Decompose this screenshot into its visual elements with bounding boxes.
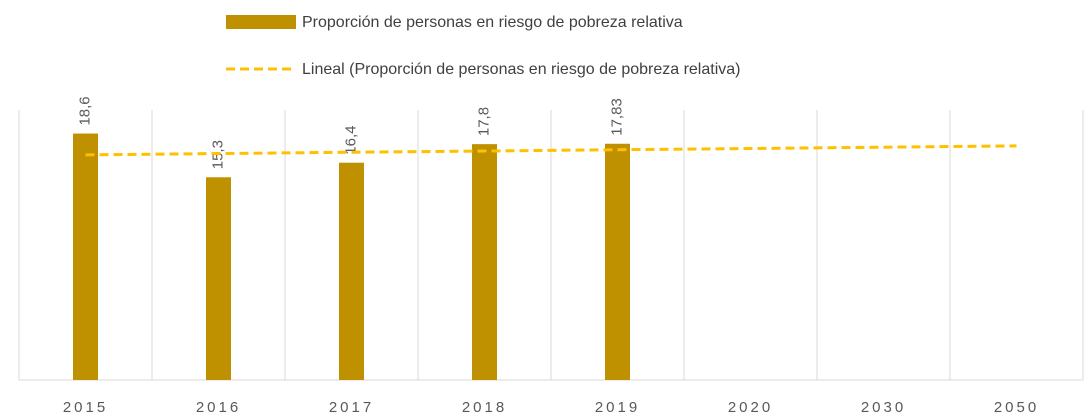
x-tick-label: 2020 xyxy=(728,399,773,416)
data-label: 16,4 xyxy=(342,125,359,154)
legend-label: Proporción de personas en riesgo de pobr… xyxy=(302,14,683,31)
x-tick-label: 2030 xyxy=(861,399,906,416)
data-label: 18,6 xyxy=(76,96,93,125)
x-tick-label: 2050 xyxy=(994,399,1039,416)
x-tick-label: 2018 xyxy=(462,399,507,416)
trend-line xyxy=(85,144,1017,157)
legend-swatch xyxy=(226,15,296,29)
x-tick-label: 2017 xyxy=(329,399,374,416)
bar xyxy=(206,177,231,380)
bar xyxy=(605,143,630,380)
x-tick-label: 2015 xyxy=(63,399,108,416)
bar xyxy=(472,144,497,380)
bar xyxy=(339,162,364,380)
data-label: 17,8 xyxy=(475,107,492,136)
x-tick-label: 2019 xyxy=(595,399,640,416)
legend-label: Lineal (Proporción de personas en riesgo… xyxy=(302,61,740,78)
x-tick-label: 2016 xyxy=(196,399,241,416)
bar xyxy=(73,133,98,380)
data-label: 17,83 xyxy=(608,98,625,136)
